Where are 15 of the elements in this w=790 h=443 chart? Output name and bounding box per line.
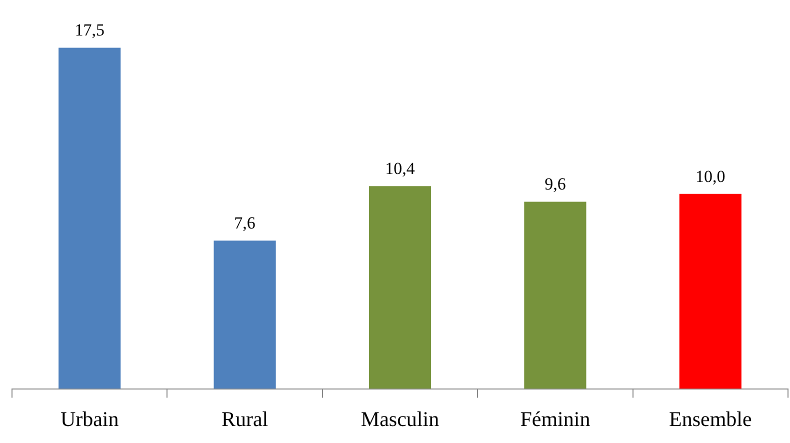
x-tick-label: Féminin bbox=[520, 406, 591, 431]
x-tick-label: Ensemble bbox=[668, 406, 752, 431]
bar bbox=[58, 48, 121, 389]
data-label: 9,6 bbox=[544, 174, 566, 194]
bar bbox=[679, 194, 742, 389]
data-label: 17,5 bbox=[74, 20, 104, 40]
data-label: 10,4 bbox=[385, 159, 416, 178]
bar bbox=[214, 240, 276, 389]
bar bbox=[368, 186, 432, 389]
data-label: 7,6 bbox=[234, 214, 256, 233]
x-tick-label: Rural bbox=[221, 406, 268, 431]
x-tick-label: Urbain bbox=[60, 406, 120, 431]
bar bbox=[524, 202, 586, 389]
x-tick-label: Masculin bbox=[360, 406, 440, 431]
data-label: 10,0 bbox=[696, 166, 726, 186]
